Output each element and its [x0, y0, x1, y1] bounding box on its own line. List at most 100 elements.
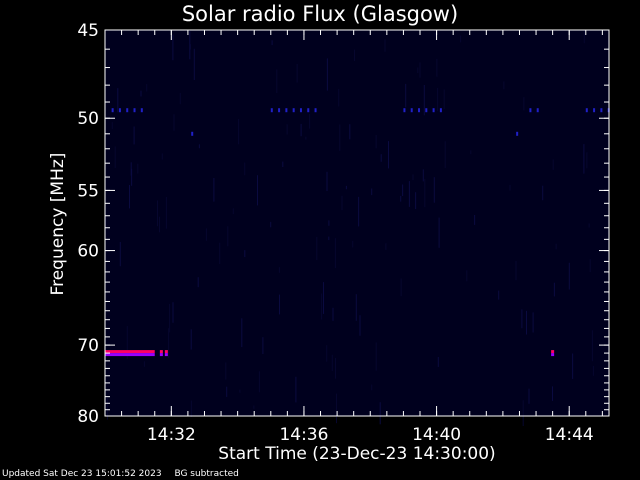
noise-streak: [189, 31, 191, 60]
noise-streak: [433, 177, 435, 203]
noise-streak: [515, 261, 517, 281]
footer: Updated Sat Dec 23 15:01:52 2023 BG subt…: [2, 469, 249, 479]
noise-streak: [193, 48, 195, 80]
noise-streak: [358, 196, 360, 227]
faint-signal-dash: [432, 108, 435, 113]
noise-streak: [568, 262, 570, 290]
noise-streak: [444, 141, 446, 169]
noise-streak: [384, 39, 386, 52]
faint-signal-dash: [126, 108, 129, 113]
noise-streak: [528, 388, 530, 404]
noise-streak: [328, 236, 330, 241]
noise-streak: [270, 221, 272, 228]
noise-streak: [583, 30, 585, 44]
rfi-dot-bottom: [164, 353, 168, 357]
noise-streak: [412, 174, 414, 181]
noise-streak: [309, 113, 311, 129]
noise-streak: [190, 400, 192, 417]
plot-background: [105, 30, 609, 416]
noise-streak: [375, 342, 377, 371]
faint-signal-dash: [403, 108, 406, 113]
faint-signal-dash: [270, 108, 273, 113]
y-tick-label: 50: [77, 109, 99, 129]
noise-streak: [326, 58, 328, 91]
noise-streak: [423, 85, 425, 116]
noise-streak: [405, 83, 407, 108]
noise-streak: [339, 124, 341, 151]
noise-streak: [286, 124, 288, 135]
faint-signal-dash: [516, 131, 519, 136]
noise-streak: [161, 153, 163, 160]
noise-streak: [190, 329, 192, 350]
noise-streak: [282, 161, 284, 167]
noise-streak: [380, 154, 382, 162]
noise-streak: [532, 312, 534, 333]
faint-signal-dash: [536, 108, 539, 113]
noise-streak: [589, 259, 591, 273]
noise-streak: [126, 326, 128, 359]
noise-streak: [239, 389, 241, 393]
noise-streak: [379, 402, 381, 425]
x-tick-label: 14:32: [147, 425, 196, 445]
y-tick-label: 60: [77, 242, 99, 262]
faint-signal-dash: [133, 108, 136, 113]
noise-streak: [326, 171, 328, 191]
noise-streak: [295, 376, 297, 403]
rfi-dot-top: [551, 350, 555, 354]
noise-streak: [146, 84, 148, 92]
noise-streak: [172, 302, 174, 323]
noise-streak: [279, 294, 280, 315]
noise-streak: [438, 217, 440, 248]
noise-streak: [552, 159, 554, 170]
noise-streak: [305, 136, 307, 140]
noise-streak: [437, 357, 439, 367]
faint-signal-dash: [529, 108, 532, 113]
noise-streak: [422, 169, 424, 182]
y-tick-label: 55: [77, 181, 99, 201]
noise-streak: [352, 240, 354, 248]
faint-signal-dash: [285, 108, 288, 113]
noise-streak: [332, 307, 334, 321]
noise-streak: [173, 114, 175, 131]
noise-streak: [106, 397, 108, 420]
noise-streak: [591, 330, 593, 362]
noise-streak: [257, 175, 258, 206]
noise-streak: [227, 226, 229, 247]
rfi-dot-top: [164, 350, 168, 354]
noise-streak: [553, 282, 555, 297]
noise-streak: [328, 220, 330, 226]
noise-streak: [526, 310, 527, 335]
faint-signal-dash: [425, 108, 428, 113]
chart-title: Solar radio Flux (Glasgow): [181, 2, 459, 26]
noise-streak: [133, 126, 135, 145]
noise-streak: [437, 87, 439, 112]
noise-streak: [225, 362, 227, 380]
plot-frame: [104, 29, 610, 417]
faint-signal-dash: [418, 108, 421, 113]
noise-streak: [592, 365, 594, 376]
noise-streak: [375, 134, 377, 149]
rfi-band-top: [105, 350, 155, 354]
noise-streak: [244, 162, 246, 176]
noise-streak: [466, 270, 468, 282]
noise-streak: [172, 34, 174, 61]
noise-streak: [400, 278, 402, 297]
noise-streak: [542, 185, 544, 201]
noise-streak: [219, 242, 221, 264]
noise-streak: [341, 195, 343, 211]
rfi-dot-bottom: [551, 353, 555, 357]
updated-timestamp: Updated Sat Dec 23 15:01:52 2023: [2, 469, 162, 479]
rfi-band-bottom: [105, 353, 155, 357]
x-tick-label: 14:44: [545, 425, 594, 445]
faint-signal-dash: [292, 108, 295, 113]
noise-streak: [321, 293, 323, 320]
noise-streak: [460, 35, 462, 43]
noise-streak: [503, 81, 505, 90]
noise-streak: [197, 277, 199, 288]
noise-streak: [137, 163, 139, 174]
noise-streak: [129, 185, 130, 209]
faint-signal-dash: [314, 108, 317, 113]
noise-streak: [213, 178, 215, 202]
noise-streak: [262, 337, 264, 354]
noise-streak: [276, 69, 278, 93]
